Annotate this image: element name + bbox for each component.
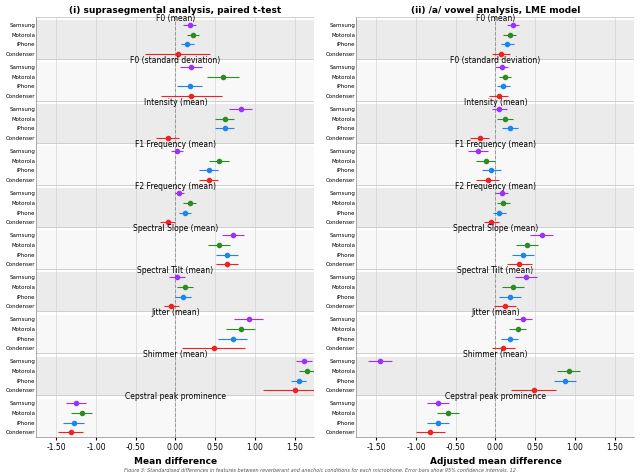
Bar [36, 101, 314, 104]
Bar [36, 185, 314, 188]
Bar [356, 395, 634, 399]
Title: (ii) /a/ vowel analysis, LME model: (ii) /a/ vowel analysis, LME model [411, 6, 580, 15]
Bar [356, 101, 634, 104]
Bar [36, 314, 314, 353]
Text: F1 Frequency (mean): F1 Frequency (mean) [135, 140, 216, 149]
Text: Jitter (mean): Jitter (mean) [471, 308, 520, 317]
Text: Shimmer (mean): Shimmer (mean) [463, 350, 528, 359]
Text: Jitter (mean): Jitter (mean) [151, 308, 200, 317]
Text: Spectral Tilt (mean): Spectral Tilt (mean) [458, 266, 534, 275]
Bar [356, 269, 634, 272]
Bar [356, 272, 634, 311]
Bar [356, 62, 634, 101]
Text: F1 Frequency (mean): F1 Frequency (mean) [455, 140, 536, 149]
Text: Intensity (mean): Intensity (mean) [143, 98, 207, 107]
Bar [356, 399, 634, 438]
Bar [36, 230, 314, 269]
Bar [36, 104, 314, 143]
Bar [356, 311, 634, 314]
Bar [356, 353, 634, 356]
Text: Shimmer (mean): Shimmer (mean) [143, 350, 208, 359]
Bar [36, 395, 314, 399]
Title: (i) suprasegmental analysis, paired t-test: (i) suprasegmental analysis, paired t-te… [69, 6, 282, 15]
Bar [356, 188, 634, 227]
Text: F2 Frequency (mean): F2 Frequency (mean) [455, 182, 536, 191]
Bar [36, 17, 314, 20]
Text: Cepstral peak prominence: Cepstral peak prominence [125, 392, 226, 402]
Bar [36, 399, 314, 438]
Text: Intensity (mean): Intensity (mean) [463, 98, 527, 107]
Bar [356, 17, 634, 20]
Text: Cepstral peak prominence: Cepstral peak prominence [445, 392, 546, 402]
Bar [356, 143, 634, 146]
Text: Figure 3: Standardised differences in features between reverberant and anechoic : Figure 3: Standardised differences in fe… [124, 468, 516, 472]
Text: F0 (standard deviation): F0 (standard deviation) [451, 56, 541, 65]
Bar [356, 314, 634, 353]
Bar [36, 20, 314, 59]
Text: Spectral Tilt (mean): Spectral Tilt (mean) [138, 266, 214, 275]
Bar [356, 185, 634, 188]
X-axis label: Mean difference: Mean difference [134, 457, 217, 466]
Bar [36, 146, 314, 185]
Bar [356, 59, 634, 62]
Text: F0 (standard deviation): F0 (standard deviation) [131, 56, 221, 65]
Bar [36, 188, 314, 227]
Bar [356, 230, 634, 269]
Text: F0 (mean): F0 (mean) [156, 14, 195, 23]
Bar [356, 146, 634, 185]
Text: F0 (mean): F0 (mean) [476, 14, 515, 23]
Bar [36, 143, 314, 146]
Bar [356, 227, 634, 230]
Bar [36, 356, 314, 395]
Bar [356, 104, 634, 143]
Bar [36, 227, 314, 230]
Bar [356, 356, 634, 395]
Bar [36, 311, 314, 314]
Text: Spectral Slope (mean): Spectral Slope (mean) [453, 224, 538, 233]
Bar [36, 353, 314, 356]
Bar [36, 62, 314, 101]
Text: F2 Frequency (mean): F2 Frequency (mean) [135, 182, 216, 191]
Bar [36, 272, 314, 311]
Bar [356, 20, 634, 59]
Text: Spectral Slope (mean): Spectral Slope (mean) [133, 224, 218, 233]
X-axis label: Adjusted mean difference: Adjusted mean difference [429, 457, 561, 466]
Bar [36, 59, 314, 62]
Bar [36, 269, 314, 272]
